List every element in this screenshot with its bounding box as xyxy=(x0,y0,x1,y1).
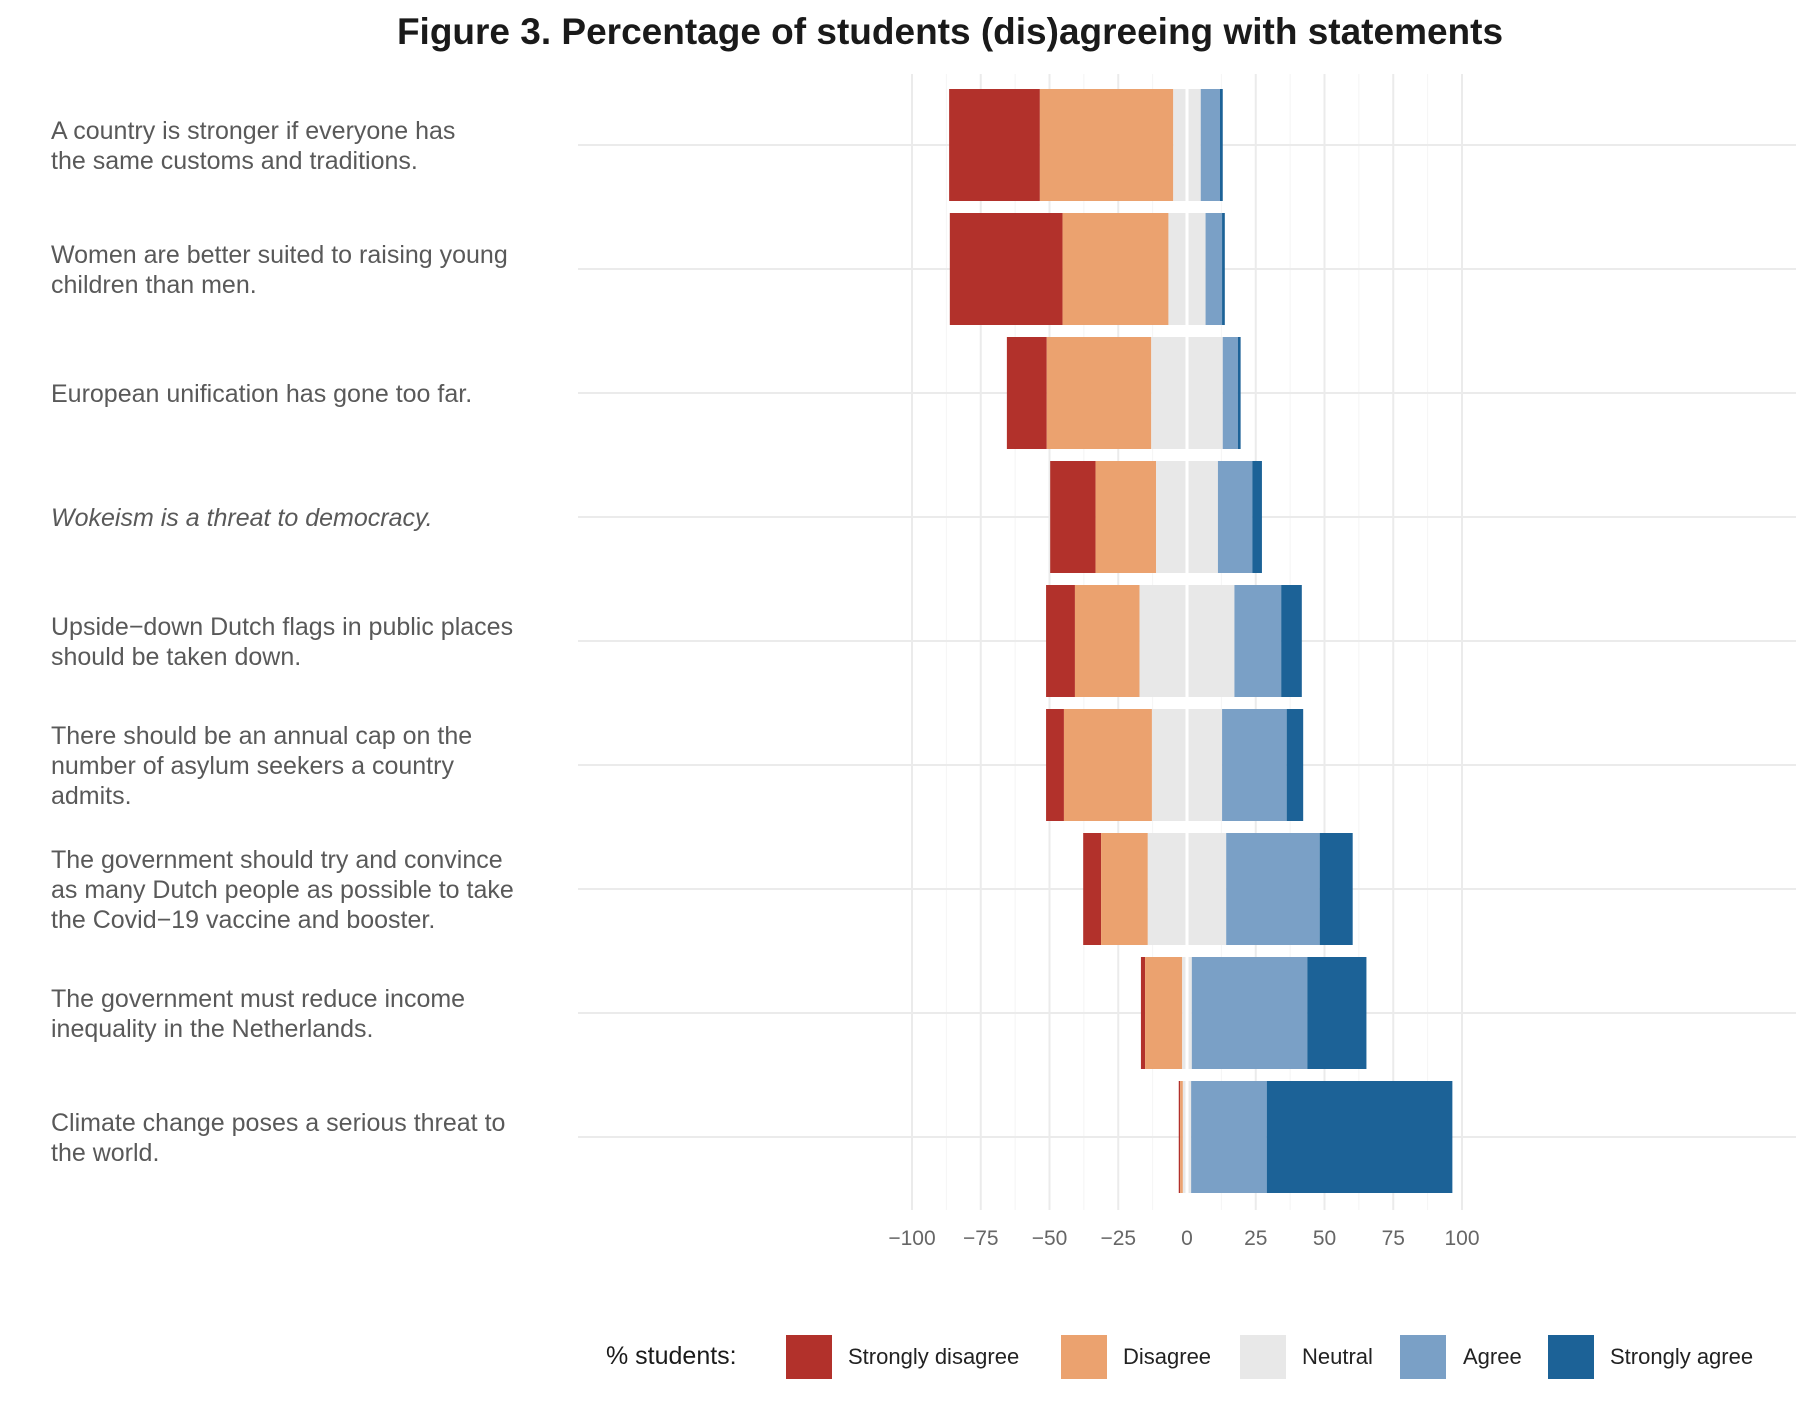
statement-label-line: Women are better suited to raising young xyxy=(51,241,508,269)
statement-label: There should be an annual cap on the numb… xyxy=(51,722,472,810)
bar-strongly-disagree xyxy=(949,213,1063,325)
bar-agree xyxy=(1222,709,1287,821)
legend-swatch xyxy=(1240,1335,1286,1379)
bar-strongly-agree xyxy=(1286,709,1304,821)
legend: % students: Strongly disagree Disagree Neu… xyxy=(606,1335,1753,1379)
bar-disagree xyxy=(1062,213,1169,325)
statement-label-line: number of asylum seekers a country xyxy=(51,752,454,780)
bar-strongly-disagree xyxy=(1046,585,1075,697)
statement-label-line: Upside−down Dutch flags in public places xyxy=(51,613,513,641)
bar-agree xyxy=(1234,585,1282,697)
statement-label-line: The government must reduce income xyxy=(51,985,465,1013)
bar-strongly-disagree xyxy=(1140,957,1146,1069)
bar-agree xyxy=(1205,213,1223,325)
bar-strongly-agree xyxy=(1237,337,1241,449)
statement-label-line: The government should try and convince xyxy=(51,846,503,874)
chart-title: Figure 3. Percentage of students (dis)ag… xyxy=(397,11,1503,52)
bar-strongly-agree xyxy=(1252,461,1262,573)
x-tick-label: −50 xyxy=(1032,1227,1068,1250)
statement-labels: A country is stronger if everyone has the… xyxy=(51,117,514,1167)
bar-agree xyxy=(1217,461,1253,573)
x-tick-label: −100 xyxy=(888,1227,935,1250)
legend-label: Disagree xyxy=(1123,1344,1211,1369)
legend-swatch xyxy=(1400,1335,1446,1379)
x-tick-label: 0 xyxy=(1181,1227,1193,1250)
bar-strongly-agree xyxy=(1266,1081,1453,1193)
statement-label: A country is stronger if everyone has the… xyxy=(51,117,455,175)
statement-label: Climate change poses a serious threat to… xyxy=(51,1109,505,1167)
statement-label-line: the Covid−19 vaccine and booster. xyxy=(51,906,435,934)
statement-label-line: European unification has gone too far. xyxy=(51,380,472,408)
bar-strongly-disagree xyxy=(1006,337,1047,449)
bar-disagree xyxy=(1145,957,1183,1069)
legend-label: Strongly agree xyxy=(1610,1344,1753,1369)
statement-label: Upside−down Dutch flags in public places… xyxy=(51,613,513,671)
statement-label-line: A country is stronger if everyone has xyxy=(51,117,455,145)
statement-label: Wokeism is a threat to democracy. xyxy=(51,504,433,532)
legend-swatch xyxy=(786,1335,832,1379)
bar-strongly-agree xyxy=(1220,89,1223,201)
legend-label: Agree xyxy=(1463,1344,1522,1369)
bar-disagree xyxy=(1046,337,1152,449)
statement-label: Women are better suited to raising young… xyxy=(51,241,508,299)
x-tick-label: 75 xyxy=(1382,1227,1405,1250)
statement-label-line: the world. xyxy=(51,1139,159,1167)
bar-agree xyxy=(1191,1081,1267,1193)
statement-label: The government must reduce income inequal… xyxy=(51,985,465,1043)
bar-strongly-disagree xyxy=(1046,709,1064,821)
bar-strongly-agree xyxy=(1319,833,1353,945)
statement-label-line: as many Dutch people as possible to take xyxy=(51,876,514,904)
statement-label-line: children than men. xyxy=(51,271,257,299)
bar-strongly-disagree xyxy=(1178,1081,1181,1193)
legend-label: Strongly disagree xyxy=(848,1344,1019,1369)
bar-strongly-disagree xyxy=(949,89,1040,201)
bar-agree xyxy=(1191,957,1308,1069)
x-tick-label: 25 xyxy=(1244,1227,1267,1250)
x-tick-label: −75 xyxy=(963,1227,999,1250)
x-axis-ticks: −100 −75 −50 −25 0 25 50 75 100 xyxy=(888,1227,1479,1250)
bar-strongly-agree xyxy=(1222,213,1225,325)
statement-label: European unification has gone too far. xyxy=(51,380,472,408)
statement-label-line: the same customs and traditions. xyxy=(51,147,418,175)
statement-label-line: Wokeism is a threat to democracy. xyxy=(51,504,433,532)
bar-strongly-disagree xyxy=(1083,833,1102,945)
bar-disagree xyxy=(1063,709,1152,821)
bar-disagree xyxy=(1180,1081,1183,1193)
legend-swatch xyxy=(1548,1335,1594,1379)
legend-label: Neutral xyxy=(1302,1344,1373,1369)
statement-label-line: There should be an annual cap on the xyxy=(51,722,472,750)
bar-agree xyxy=(1222,337,1238,449)
bar-agree xyxy=(1226,833,1320,945)
x-tick-label: −25 xyxy=(1100,1227,1136,1250)
bar-strongly-agree xyxy=(1307,957,1367,1069)
bar-agree xyxy=(1200,89,1220,201)
bar-disagree xyxy=(1074,585,1140,697)
legend-title: % students: xyxy=(606,1342,737,1370)
statement-label: The government should try and convince as… xyxy=(51,846,514,934)
statement-label-line: should be taken down. xyxy=(51,643,301,671)
bar-strongly-disagree xyxy=(1050,461,1096,573)
x-tick-label: 50 xyxy=(1313,1227,1336,1250)
bar-strongly-agree xyxy=(1281,585,1302,697)
statement-label-line: inequality in the Netherlands. xyxy=(51,1015,373,1043)
bar-disagree xyxy=(1095,461,1157,573)
bar-disagree xyxy=(1039,89,1174,201)
statement-label-line: admits. xyxy=(51,782,132,810)
x-tick-label: 100 xyxy=(1444,1227,1479,1250)
legend-swatch xyxy=(1061,1335,1107,1379)
statement-label-line: Climate change poses a serious threat to xyxy=(51,1109,505,1137)
bar-disagree xyxy=(1101,833,1148,945)
